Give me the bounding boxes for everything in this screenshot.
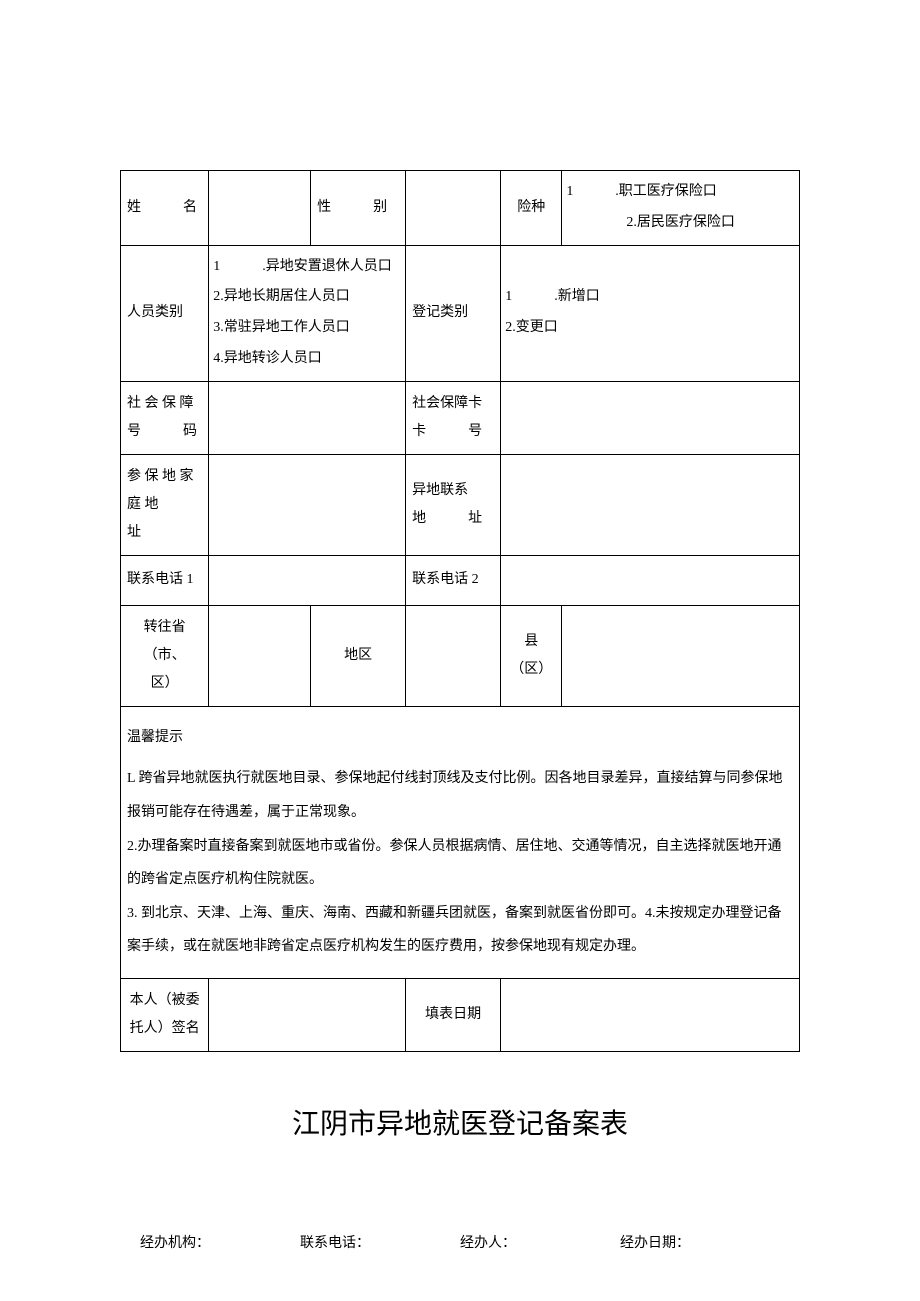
- gender-value[interactable]: [406, 171, 501, 246]
- province-label: 转往省（市、 区）: [121, 605, 209, 706]
- footer-org: 经办机构：: [140, 1232, 300, 1252]
- reg-opt-1: 1 .新增口: [505, 282, 795, 313]
- ss-card-value[interactable]: [501, 381, 800, 454]
- ss-card-label: 社会保障卡 卡 号: [406, 381, 501, 454]
- footer-date: 经办日期：: [620, 1232, 780, 1252]
- signature-label: 本人（被委 托人）签名: [121, 978, 209, 1051]
- tel1-value[interactable]: [209, 555, 406, 605]
- reg-type-label: 登记类别: [406, 245, 501, 381]
- tel2-label: 联系电话 2: [406, 555, 501, 605]
- footer-row: 经办机构： 联系电话： 经办人： 经办日期：: [120, 1232, 800, 1252]
- insurance-opt-2: 2.居民医疗保险口: [566, 208, 795, 239]
- pt-opt-1: 1 .异地安置退休人员口: [213, 252, 401, 283]
- county-value[interactable]: [562, 605, 800, 706]
- ss-number-label: 社 会 保 障 号 码: [121, 381, 209, 454]
- person-type-options[interactable]: 1 .异地安置退休人员口 2.异地长期居住人员口 3.常驻异地工作人员口 4.异…: [209, 245, 406, 381]
- table-row: 温馨提示 L 跨省异地就医执行就医地目录、参保地起付线封顶线及支付比例。因各地目…: [121, 706, 800, 978]
- tips-cell: 温馨提示 L 跨省异地就医执行就医地目录、参保地起付线封顶线及支付比例。因各地目…: [121, 706, 800, 978]
- fill-date-value[interactable]: [501, 978, 800, 1051]
- document-title: 江阴市异地就医登记备案表: [120, 1102, 800, 1142]
- registration-form-table: 姓 名 性 别 险种 1 .职工医疗保险口 2.居民医疗保险口 人员类别 1 .…: [120, 170, 800, 1052]
- name-value[interactable]: [209, 171, 311, 246]
- remote-address-value[interactable]: [501, 454, 800, 555]
- reg-opt-2: 2.变更口: [505, 313, 795, 344]
- footer-tel: 联系电话：: [300, 1232, 460, 1252]
- pt-opt-4: 4.异地转诊人员口: [213, 344, 401, 375]
- tel1-label: 联系电话 1: [121, 555, 209, 605]
- name-label: 姓 名: [121, 171, 209, 246]
- tips-item-1: L 跨省异地就医执行就医地目录、参保地起付线封顶线及支付比例。因各地目录差异，直…: [127, 762, 793, 829]
- home-address-label: 参 保 地 家 庭 地 址: [121, 454, 209, 555]
- province-value[interactable]: [209, 605, 311, 706]
- reg-type-options[interactable]: 1 .新增口 2.变更口: [501, 245, 800, 381]
- tips-heading: 温馨提示: [127, 721, 793, 755]
- table-row: 社 会 保 障 号 码 社会保障卡 卡 号: [121, 381, 800, 454]
- table-row: 联系电话 1 联系电话 2: [121, 555, 800, 605]
- tips-item-2: 2.办理备案时直接备案到就医地市或省份。参保人员根据病情、居住地、交通等情况，自…: [127, 830, 793, 897]
- home-address-value[interactable]: [209, 454, 406, 555]
- person-type-label: 人员类别: [121, 245, 209, 381]
- county-label: 县 （区）: [501, 605, 562, 706]
- footer-person: 经办人：: [460, 1232, 620, 1252]
- ss-number-value[interactable]: [209, 381, 406, 454]
- insurance-label: 险种: [501, 171, 562, 246]
- table-row: 转往省（市、 区） 地区 县 （区）: [121, 605, 800, 706]
- district-label: 地区: [311, 605, 406, 706]
- table-row: 参 保 地 家 庭 地 址 异地联系 地 址: [121, 454, 800, 555]
- tips-item-3: 3. 到北京、天津、上海、重庆、海南、西藏和新疆兵团就医，备案到就医省份即可。4…: [127, 897, 793, 964]
- insurance-options[interactable]: 1 .职工医疗保险口 2.居民医疗保险口: [562, 171, 800, 246]
- signature-value[interactable]: [209, 978, 406, 1051]
- fill-date-label: 填表日期: [406, 978, 501, 1051]
- insurance-opt-1: 1 .职工医疗保险口: [566, 177, 795, 208]
- table-row: 姓 名 性 别 险种 1 .职工医疗保险口 2.居民医疗保险口: [121, 171, 800, 246]
- gender-label: 性 别: [311, 171, 406, 246]
- pt-opt-2: 2.异地长期居住人员口: [213, 282, 401, 313]
- table-row: 人员类别 1 .异地安置退休人员口 2.异地长期居住人员口 3.常驻异地工作人员…: [121, 245, 800, 381]
- remote-address-label: 异地联系 地 址: [406, 454, 501, 555]
- table-row: 本人（被委 托人）签名 填表日期: [121, 978, 800, 1051]
- pt-opt-3: 3.常驻异地工作人员口: [213, 313, 401, 344]
- district-value[interactable]: [406, 605, 501, 706]
- tel2-value[interactable]: [501, 555, 800, 605]
